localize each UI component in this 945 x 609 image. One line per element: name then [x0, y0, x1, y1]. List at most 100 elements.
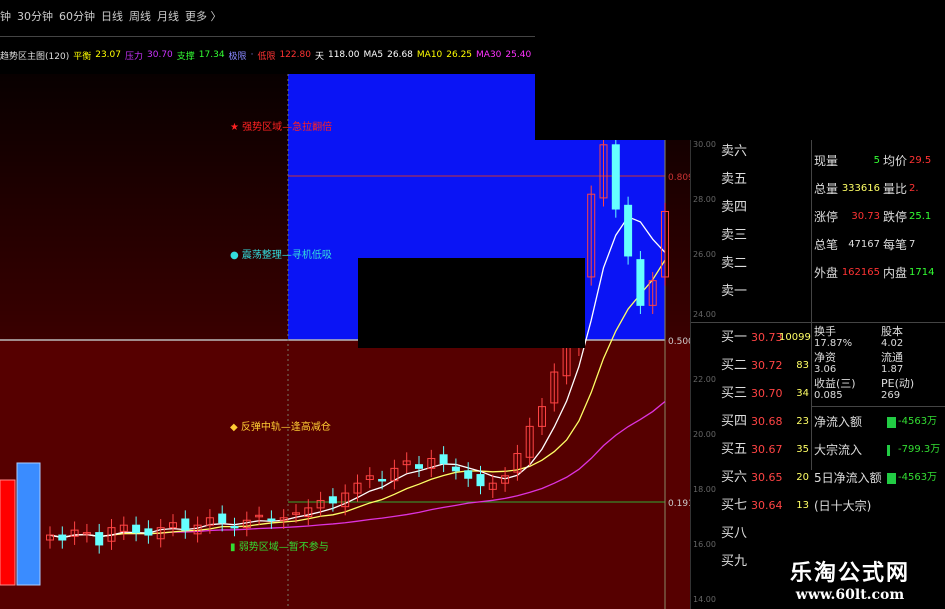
quote-panel: 30.00 28.00 26.00 24.00 22.00 20.00 18.00 16.00… — [690, 140, 945, 609]
bid-label: 买一 — [721, 330, 748, 345]
bid-label: 买三 — [721, 386, 748, 401]
price-axis-label: 24.00 — [693, 310, 716, 319]
candle-body — [70, 529, 79, 537]
stat-label: 现量 — [814, 154, 839, 168]
stat-value: 25.1 — [909, 211, 932, 222]
bid-label: 买四 — [721, 414, 748, 429]
stat-value: 333616 — [841, 183, 880, 194]
stat-value: 1714 — [909, 267, 935, 278]
bid-price: 30.73 — [751, 331, 783, 344]
bid-price: 30.68 — [751, 415, 783, 428]
flow-bar — [887, 445, 890, 456]
candle-body — [169, 522, 177, 529]
bid-price: 30.70 — [751, 387, 783, 400]
ask-row: 卖二 — [721, 256, 748, 271]
candle-body — [402, 460, 411, 466]
candle-body — [648, 280, 657, 306]
indicator-bar: 趋势区主图(120) 平衡 23.07 压力 30.70 支撑 17.34 极限 · 低限 122… — [0, 46, 617, 64]
bid-label: 买七 — [721, 498, 748, 513]
candle-body — [205, 517, 214, 526]
candle-body — [624, 204, 633, 257]
bid-volume: 23 — [796, 416, 809, 427]
menu-item[interactable]: 钟 — [0, 10, 11, 23]
stat-label: 外盘 — [814, 266, 839, 280]
flow-value: -799.3万 — [898, 444, 941, 455]
bid-label: 买二 — [721, 358, 748, 373]
bid-price: 30.72 — [751, 359, 783, 372]
candle-body — [525, 425, 534, 458]
flow-label: 大宗流入 — [814, 443, 863, 457]
indicator-value: 25.40 — [505, 50, 532, 60]
watermark-url: www.60lt.com — [795, 587, 905, 603]
watermark-title: 乐淘公式网 — [789, 560, 910, 586]
ask-row: 卖一 — [721, 284, 748, 299]
menu-item[interactable]: 日线 — [101, 10, 123, 23]
candle-body — [587, 193, 596, 278]
bid-volume: 13 — [796, 500, 809, 511]
stat-label: 内盘 — [883, 266, 908, 280]
bid-label: 买六 — [721, 470, 748, 485]
indicator-value: · — [250, 50, 254, 60]
indicator-name: 趋势区主图(120) — [0, 51, 70, 62]
flow-value: -4563万 — [898, 472, 938, 483]
stat-label: 量比 — [883, 182, 908, 196]
price-axis-label: 28.00 — [693, 195, 716, 204]
indicator-label: MA5 — [363, 50, 384, 60]
stat-label: 每笔 — [883, 238, 908, 252]
stat-value: 4.02 — [881, 338, 904, 349]
stat-value: 2. — [909, 183, 919, 194]
bid-volume: 83 — [796, 360, 809, 371]
stat-value: 269 — [881, 390, 901, 401]
candle-body — [132, 524, 141, 534]
candle-body — [82, 532, 91, 535]
candle-body — [636, 259, 645, 306]
bid-volume: 34 — [796, 388, 809, 399]
candle-body — [230, 525, 239, 529]
period-menu: 钟 30分钟 60分钟 日线 周线 月线 更多 〉 — [0, 8, 222, 28]
bid-label: 买八 — [721, 526, 748, 541]
candle-body — [304, 507, 313, 518]
stat-value: 7 — [909, 239, 916, 250]
candle-body — [439, 454, 448, 464]
candle-body — [267, 518, 276, 522]
candle-body — [46, 534, 54, 541]
stat-label: 均价 — [883, 154, 908, 168]
bid-label: 买五 — [721, 442, 748, 457]
kline-chart[interactable]: 0.809 0.500 0.191 ★ 强势区域—急拉翻倍 ● 震荡整理—寻机低吸 ◆ … — [0, 74, 690, 609]
indicator-value: 17.34 — [198, 50, 225, 60]
divider — [0, 36, 540, 37]
price-axis-label: 20.00 — [693, 430, 716, 439]
candle-body — [365, 475, 374, 480]
indicator-label: 天 — [314, 51, 324, 62]
bid-price: 30.67 — [751, 443, 783, 456]
ask-row: 卖三 — [721, 228, 748, 243]
stat-label: 总笔 — [814, 238, 839, 252]
ask-row: 卖四 — [721, 200, 748, 215]
menu-item[interactable]: 月线 — [157, 10, 179, 23]
stat-label: 股本 — [881, 325, 903, 338]
black-mask — [358, 258, 585, 348]
zone-text: 弱势区域—暂不参与 — [238, 542, 329, 553]
candle-body — [119, 524, 128, 532]
ask-row: 卖五 — [721, 172, 748, 187]
price-axis-label: 18.00 — [693, 485, 716, 494]
candle-body — [550, 371, 559, 404]
menu-item[interactable]: 周线 — [129, 10, 151, 23]
candle-body — [513, 453, 522, 473]
price-axis-label: 30.00 — [693, 140, 716, 149]
indicator-label: 极限 — [228, 51, 247, 62]
menu-item[interactable]: 60分钟 — [59, 10, 95, 23]
zone-text: 强势区域—急拉翻倍 — [242, 122, 333, 133]
candle-body — [156, 527, 165, 540]
candle-body — [464, 470, 473, 479]
candle-body — [107, 527, 116, 542]
bid-label: 买九 — [721, 554, 748, 569]
stat-value: 1.87 — [881, 364, 904, 375]
flow-bar — [887, 417, 896, 428]
divider — [691, 322, 945, 323]
menu-item[interactable]: 更多 〉 — [185, 10, 222, 23]
menu-item[interactable]: 30分钟 — [17, 10, 53, 23]
red-volume-block — [0, 479, 16, 586]
divider — [811, 140, 812, 470]
stat-label: 涨停 — [814, 210, 839, 224]
